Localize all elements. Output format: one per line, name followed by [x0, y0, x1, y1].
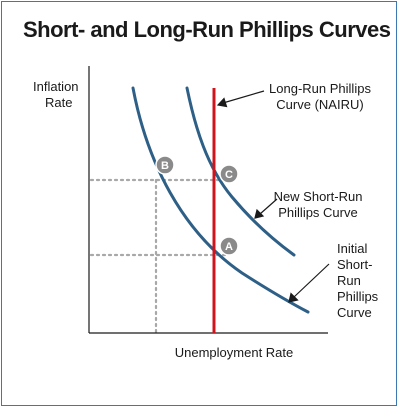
point-c-label: C: [225, 169, 233, 181]
initial-srpc-label-line1: Initial: [337, 241, 367, 256]
new-srpc-arrowhead: [254, 208, 265, 219]
point-b: B: [155, 155, 175, 175]
lrpc-leader: [222, 90, 265, 104]
initial-srpc-leader: [293, 263, 330, 298]
initial-srpc-arrowhead: [288, 292, 299, 303]
initial-srpc-label-line2: Short-: [337, 257, 372, 272]
point-a: A: [219, 236, 239, 256]
lrpc-label-line1: Long-Run Phillips: [269, 81, 371, 96]
figure-frame: Short- and Long-Run Phillips Curves: [1, 1, 397, 406]
initial-srpc-label-line3: Run: [337, 273, 361, 288]
initial-srpc-curve: [131, 86, 310, 314]
lrpc-arrowhead: [216, 97, 228, 108]
new-srpc-leader: [259, 198, 278, 215]
new-srpc-label-line2: Phillips Curve: [278, 205, 357, 220]
y-axis-label-line1: Inflation: [33, 79, 79, 94]
x-axis-label: Unemployment Rate: [175, 345, 294, 360]
new-srpc-label-line1: New Short-Run: [274, 189, 363, 204]
initial-srpc-label-line5: Curve: [337, 305, 372, 320]
initial-srpc-label-line4: Phillips: [337, 289, 379, 304]
lrpc-label-line2: Curve (NAIRU): [276, 97, 363, 112]
phillips-curve-diagram: B C A Inflation Rate Unemployment Rate L…: [33, 66, 379, 360]
point-a-label: A: [225, 241, 233, 253]
point-c: C: [219, 164, 239, 184]
new-srpc-curve: [185, 86, 296, 257]
y-axis-label-line2: Rate: [45, 95, 72, 110]
point-b-label: B: [161, 160, 169, 172]
figure-title: Short- and Long-Run Phillips Curves: [23, 17, 391, 42]
